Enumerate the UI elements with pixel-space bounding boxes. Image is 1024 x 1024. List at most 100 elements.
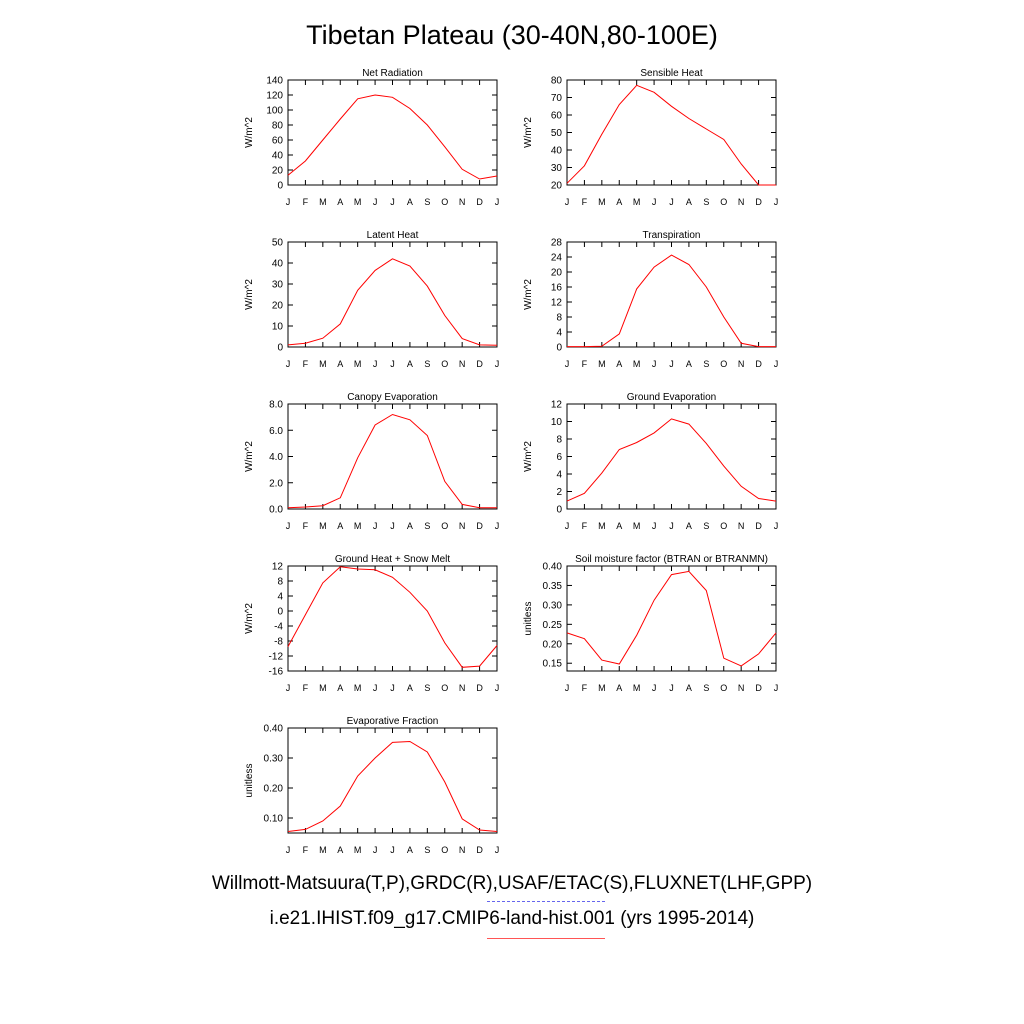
y-tick-label: 4.0 xyxy=(269,452,283,463)
y-axis-label: W/m^2 xyxy=(523,441,534,472)
x-tick-label: A xyxy=(616,359,622,369)
y-axis-label: unitless xyxy=(523,602,534,636)
y-tick-label: 0.20 xyxy=(543,639,563,650)
x-tick-label: J xyxy=(286,197,291,207)
x-tick-label: J xyxy=(669,683,674,693)
y-tick-label: 80 xyxy=(272,121,284,132)
y-axis-label: W/m^2 xyxy=(244,117,255,148)
x-tick-label: S xyxy=(424,521,430,531)
y-axis-label: W/m^2 xyxy=(244,441,255,472)
x-tick-label: N xyxy=(459,197,466,207)
x-tick-label: N xyxy=(738,359,745,369)
y-tick-label: 120 xyxy=(266,91,283,102)
x-tick-label: O xyxy=(441,845,448,855)
series-line xyxy=(567,254,776,348)
x-tick-label: J xyxy=(565,521,570,531)
x-tick-label: J xyxy=(774,197,779,207)
x-tick-label: F xyxy=(303,521,309,531)
x-tick-label: J xyxy=(390,845,395,855)
panel-frame xyxy=(566,241,777,348)
x-tick-label: D xyxy=(476,197,483,207)
y-tick-label: 30 xyxy=(272,280,284,291)
y-tick-label: 0 xyxy=(277,181,283,192)
y-tick-label: 100 xyxy=(266,106,283,117)
x-tick-label: M xyxy=(319,197,327,207)
x-tick-label: A xyxy=(337,521,343,531)
x-tick-label: M xyxy=(598,683,606,693)
x-tick-label: J xyxy=(774,683,779,693)
x-tick-label: M xyxy=(633,197,641,207)
y-tick-label: 8 xyxy=(556,435,562,446)
x-tick-label: F xyxy=(582,359,588,369)
x-tick-label: D xyxy=(755,359,762,369)
x-tick-label: J xyxy=(652,683,657,693)
x-tick-label: A xyxy=(407,683,413,693)
x-tick-label: J xyxy=(286,521,291,531)
x-tick-label: D xyxy=(476,683,483,693)
panel-frame xyxy=(566,403,777,510)
y-tick-label: 4 xyxy=(556,470,562,481)
x-tick-label: M xyxy=(633,683,641,693)
x-tick-label: O xyxy=(720,359,727,369)
y-tick-label: 0.30 xyxy=(264,754,284,765)
x-tick-label: D xyxy=(476,521,483,531)
series-line xyxy=(566,570,777,667)
y-tick-label: 12 xyxy=(272,562,284,573)
x-tick-label: A xyxy=(407,845,413,855)
series-line xyxy=(287,566,498,668)
x-tick-label: S xyxy=(703,359,709,369)
x-tick-label: D xyxy=(755,521,762,531)
y-tick-label: 6.0 xyxy=(269,426,283,437)
x-tick-label: J xyxy=(390,521,395,531)
x-tick-label: J xyxy=(373,359,378,369)
y-axis-label: W/m^2 xyxy=(523,117,534,148)
y-tick-label: 20 xyxy=(272,166,284,177)
y-tick-label: 6 xyxy=(556,452,562,463)
y-tick-label: 0.35 xyxy=(543,581,563,592)
x-tick-label: J xyxy=(495,197,500,207)
panel-title: Soil moisture factor (BTRAN or BTRANMN) xyxy=(575,554,768,565)
panel-title: Latent Heat xyxy=(367,230,419,241)
main-title: Tibetan Plateau (30-40N,80-100E) xyxy=(306,20,718,50)
x-tick-label: J xyxy=(565,197,570,207)
x-tick-label: M xyxy=(354,683,362,693)
series-line xyxy=(566,84,776,186)
series-line xyxy=(287,258,498,346)
panel-frame xyxy=(287,241,498,348)
legend-case-line xyxy=(487,938,605,939)
x-tick-label: N xyxy=(459,359,466,369)
y-tick-label: 70 xyxy=(551,93,563,104)
x-tick-label: A xyxy=(407,359,413,369)
panel-frame xyxy=(287,79,498,186)
x-tick-label: M xyxy=(319,359,327,369)
x-tick-label: M xyxy=(633,359,641,369)
x-tick-label: J xyxy=(373,197,378,207)
x-tick-label: N xyxy=(459,521,466,531)
x-tick-label: O xyxy=(441,359,448,369)
x-tick-label: A xyxy=(686,197,692,207)
x-tick-label: J xyxy=(565,683,570,693)
y-tick-label: 28 xyxy=(551,238,563,249)
y-tick-label: 50 xyxy=(272,238,284,249)
x-tick-label: A xyxy=(337,359,343,369)
x-tick-label: M xyxy=(598,197,606,207)
x-tick-label: J xyxy=(373,521,378,531)
panel-title: Transpiration xyxy=(643,230,701,241)
x-tick-label: J xyxy=(495,683,500,693)
y-tick-label: 10 xyxy=(551,417,563,428)
x-tick-label: F xyxy=(303,197,309,207)
y-tick-label: -12 xyxy=(269,652,284,663)
panel-frame xyxy=(566,79,777,186)
x-tick-label: O xyxy=(720,197,727,207)
x-tick-label: A xyxy=(337,197,343,207)
panel-title: Sensible Heat xyxy=(640,68,702,79)
y-tick-label: 10 xyxy=(272,322,284,333)
y-tick-label: 60 xyxy=(551,111,563,122)
x-tick-label: J xyxy=(495,845,500,855)
y-tick-label: 0.15 xyxy=(543,659,563,670)
x-tick-label: M xyxy=(354,521,362,531)
series-line xyxy=(287,740,498,832)
y-tick-label: 60 xyxy=(272,136,284,147)
x-tick-label: J xyxy=(390,359,395,369)
y-tick-label: 30 xyxy=(551,163,563,174)
